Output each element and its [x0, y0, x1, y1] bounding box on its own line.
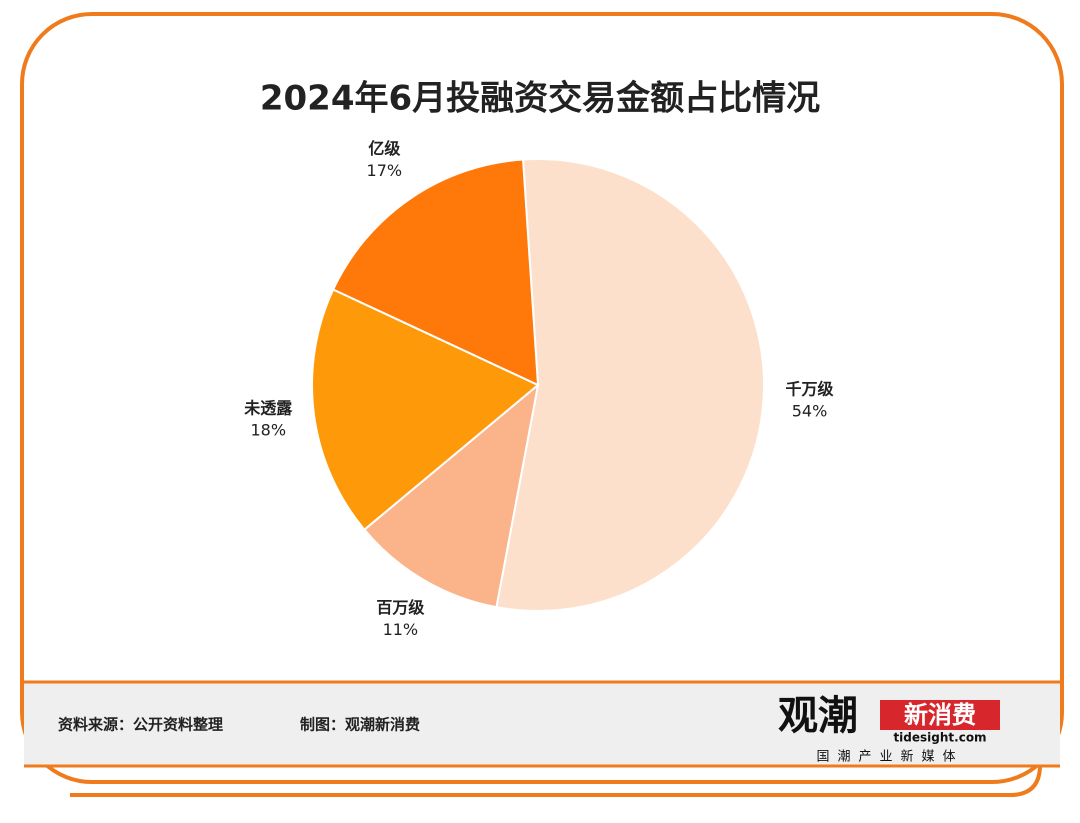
chart-title: 2024年6月投融资交易金额占比情况 [260, 79, 820, 119]
value-label: 17% [367, 161, 403, 180]
logo-brand: 新消费 [904, 701, 976, 729]
footer-source: 资料来源：公开资料整理 [58, 716, 223, 734]
pie-slice [495, 158, 765, 612]
logo-slogan: 国潮产业新媒体 [816, 749, 963, 765]
logo-box [880, 700, 1000, 730]
slice-label: 千万级 [786, 380, 835, 399]
pie-slice [362, 382, 540, 609]
pie-slice [311, 288, 540, 532]
frame-shadow [70, 764, 1042, 797]
value-label: 54% [792, 402, 828, 421]
slice-label: 未透露 [243, 399, 293, 418]
value-label: 18% [250, 421, 286, 440]
footer-credit: 制图：观潮新消费 [300, 716, 420, 734]
value-label: 11% [383, 620, 419, 639]
slice-label: 百万级 [376, 598, 425, 617]
pie-slice [331, 158, 540, 387]
logo-name: 观潮 [778, 693, 858, 739]
logo-site: tidesight.com [893, 731, 986, 745]
slice-label: 亿级 [368, 139, 401, 158]
